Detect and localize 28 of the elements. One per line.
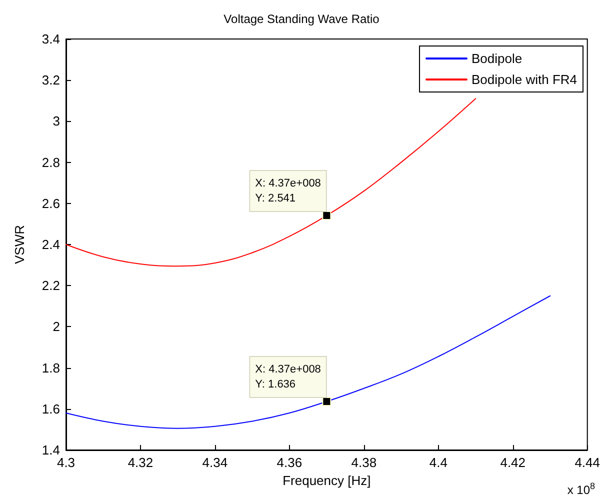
legend-label: Bodipole with FR4 [472, 72, 577, 87]
annotation: X: 4.37e+008 Y: 1.636 [255, 364, 321, 390]
x-axis-title: Frequency [Hz] [282, 472, 371, 488]
y-tick-label: 2.4 [42, 237, 60, 252]
y-tick-label: 1.8 [42, 360, 60, 376]
x-tick-label: 4.34 [202, 455, 228, 470]
legend-label: Bodipole [472, 51, 522, 66]
y-tick-label: 1.6 [42, 401, 60, 416]
y-axis-title: VSWR [12, 225, 27, 264]
x-tick-label: 4.42 [500, 455, 526, 470]
y-tick-label: 2.2 [42, 278, 60, 294]
y-tick-label: 3.4 [42, 32, 60, 46]
x-tick-label: 4.3 [56, 455, 76, 470]
x-tick-label: 4.44 [574, 455, 600, 470]
y-tick-label: 2.6 [42, 196, 60, 211]
x-tick-label: 4.32 [128, 455, 154, 470]
y-tick-label: 2 [52, 319, 60, 334]
x-tick-label: 4.38 [351, 455, 377, 470]
line-series [66, 295, 551, 429]
line-series [66, 98, 476, 267]
y-tick-label: 3 [52, 114, 60, 129]
annotation: X: 4.37e+008 Y: 2.541 [255, 178, 321, 205]
y-tick-label: 1.4 [42, 442, 60, 458]
x-tick-label: 4.36 [276, 455, 302, 470]
x-tick-label: 4.4 [429, 455, 448, 470]
y-tick-label: 2.8 [42, 154, 60, 170]
y-tick-label: 3.2 [42, 72, 60, 88]
chart-title: Voltage Standing Wave Ratio [224, 12, 380, 26]
